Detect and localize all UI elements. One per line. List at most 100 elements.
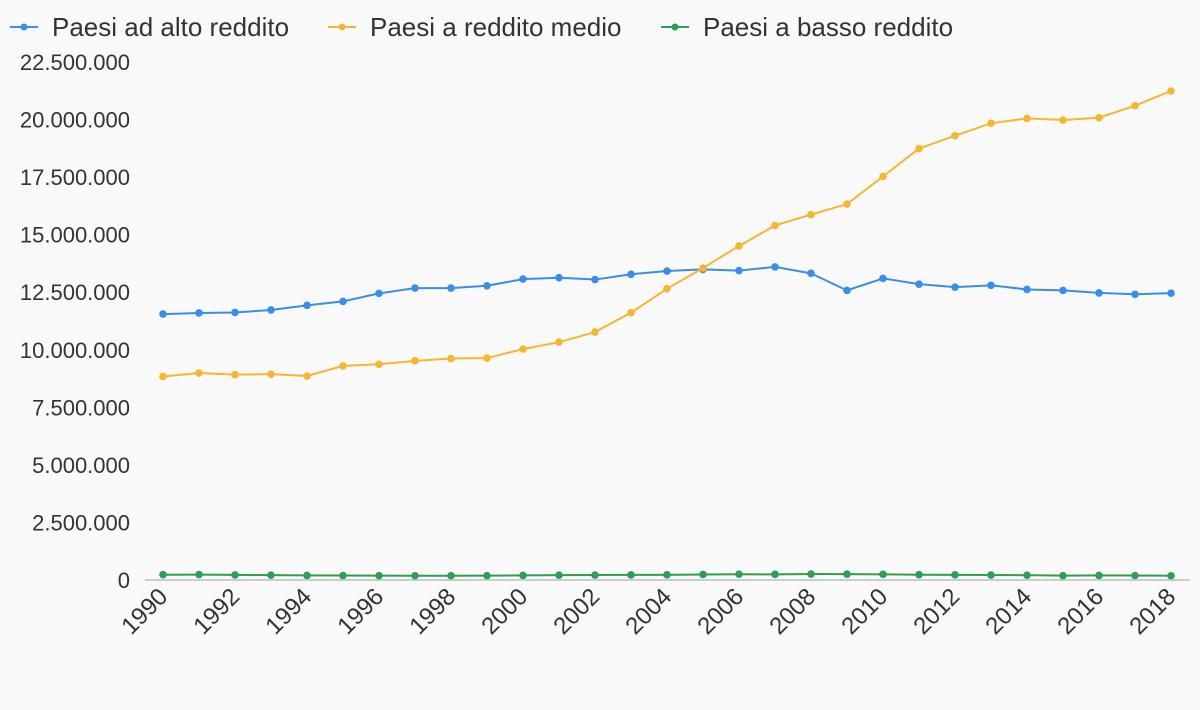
data-point[interactable] — [1059, 286, 1067, 295]
data-point[interactable] — [1095, 571, 1103, 580]
data-point[interactable] — [951, 571, 959, 579]
x-tick-label: 2002 — [548, 583, 605, 640]
data-point[interactable] — [267, 571, 275, 579]
data-point[interactable] — [771, 263, 779, 271]
data-point[interactable] — [375, 360, 383, 369]
data-point[interactable] — [339, 571, 347, 580]
data-point[interactable] — [375, 571, 383, 580]
data-point[interactable] — [483, 281, 491, 290]
data-point[interactable] — [987, 571, 995, 579]
data-point[interactable] — [231, 308, 239, 317]
data-point[interactable] — [735, 570, 743, 579]
data-point[interactable] — [519, 275, 527, 283]
data-point[interactable] — [159, 372, 167, 381]
data-point[interactable] — [663, 571, 671, 579]
data-point[interactable] — [1059, 116, 1067, 124]
data-point[interactable] — [555, 273, 563, 282]
data-point[interactable] — [879, 274, 887, 283]
data-point[interactable] — [195, 369, 203, 377]
data-point[interactable] — [1095, 113, 1103, 122]
x-axis: 1990 1992 1994 1996 1998 2000 2002 2004 2006 2008… — [116, 579, 1190, 640]
data-point[interactable] — [519, 345, 527, 353]
data-point[interactable] — [663, 267, 671, 275]
data-point[interactable] — [231, 370, 239, 379]
data-point[interactable] — [1167, 289, 1175, 297]
data-point[interactable] — [951, 283, 959, 291]
data-point[interactable] — [1095, 289, 1103, 297]
data-point[interactable] — [555, 571, 563, 579]
data-point[interactable] — [195, 309, 203, 317]
data-point[interactable] — [627, 571, 635, 579]
data-point[interactable] — [735, 242, 743, 250]
data-point[interactable] — [1023, 114, 1031, 123]
data-point[interactable] — [375, 289, 383, 298]
data-point[interactable] — [627, 270, 635, 279]
data-point[interactable] — [1167, 87, 1175, 95]
data-point[interactable] — [447, 354, 455, 363]
data-point[interactable] — [591, 571, 599, 579]
data-point[interactable] — [159, 570, 167, 579]
data-point[interactable] — [519, 571, 527, 580]
y-tick-label: 5.000.000 — [32, 453, 130, 478]
data-point[interactable] — [807, 269, 815, 278]
data-point[interactable] — [987, 119, 995, 128]
data-point[interactable] — [1131, 290, 1139, 299]
data-point[interactable] — [339, 362, 347, 370]
data-point[interactable] — [951, 131, 959, 140]
data-point[interactable] — [195, 570, 203, 579]
data-point[interactable] — [663, 284, 671, 293]
data-point[interactable] — [591, 328, 599, 336]
data-point[interactable] — [591, 275, 599, 284]
data-point[interactable] — [915, 280, 923, 288]
data-point[interactable] — [303, 301, 311, 310]
data-point[interactable] — [987, 281, 995, 290]
data-point[interactable] — [339, 297, 347, 306]
y-tick-label: 10.000.000 — [20, 338, 130, 363]
data-point[interactable] — [159, 310, 167, 318]
data-point[interactable] — [843, 200, 851, 208]
legend-item[interactable]: Paesi a basso reddito — [661, 12, 953, 42]
data-point[interactable] — [879, 172, 887, 181]
data-point[interactable] — [807, 210, 815, 219]
data-point[interactable] — [699, 264, 707, 272]
data-point[interactable] — [843, 570, 851, 578]
data-point[interactable] — [1023, 571, 1031, 579]
data-point[interactable] — [411, 571, 419, 580]
data-point[interactable] — [1131, 571, 1139, 580]
x-tick-label: 2016 — [1052, 583, 1109, 640]
data-point[interactable] — [231, 571, 239, 579]
data-point[interactable] — [699, 570, 707, 579]
data-point[interactable] — [411, 357, 419, 365]
data-point[interactable] — [807, 570, 815, 578]
data-point[interactable] — [879, 570, 887, 579]
x-tick-label: 2018 — [1124, 583, 1181, 640]
data-point[interactable] — [1167, 571, 1175, 580]
data-point[interactable] — [555, 338, 563, 346]
data-point[interactable] — [303, 372, 311, 380]
data-point[interactable] — [447, 284, 455, 292]
data-point[interactable] — [1023, 285, 1031, 294]
data-point[interactable] — [483, 354, 491, 362]
legend-label: Paesi a basso reddito — [703, 12, 953, 42]
data-point[interactable] — [915, 144, 923, 153]
y-axis: 0 2.500.000 5.000.000 7.500.000 10.000.000 12… — [20, 50, 130, 593]
data-point[interactable] — [411, 284, 419, 292]
data-point[interactable] — [267, 306, 275, 314]
data-point[interactable] — [915, 570, 923, 579]
data-point[interactable] — [627, 308, 635, 317]
data-point[interactable] — [303, 571, 311, 580]
data-point[interactable] — [267, 370, 275, 378]
data-point[interactable] — [771, 570, 779, 579]
data-point[interactable] — [843, 286, 851, 295]
legend-item[interactable]: Paesi ad alto reddito — [10, 12, 289, 42]
data-point[interactable] — [447, 571, 455, 580]
data-point[interactable] — [1131, 101, 1139, 110]
legend-swatch-dot — [671, 23, 679, 31]
data-point[interactable] — [735, 266, 743, 275]
data-point[interactable] — [771, 221, 779, 230]
y-tick-label: 15.000.000 — [20, 223, 130, 248]
series-group — [159, 263, 1175, 318]
data-point[interactable] — [483, 571, 491, 580]
legend-item[interactable]: Paesi a reddito medio — [328, 12, 621, 42]
data-point[interactable] — [1059, 571, 1067, 580]
